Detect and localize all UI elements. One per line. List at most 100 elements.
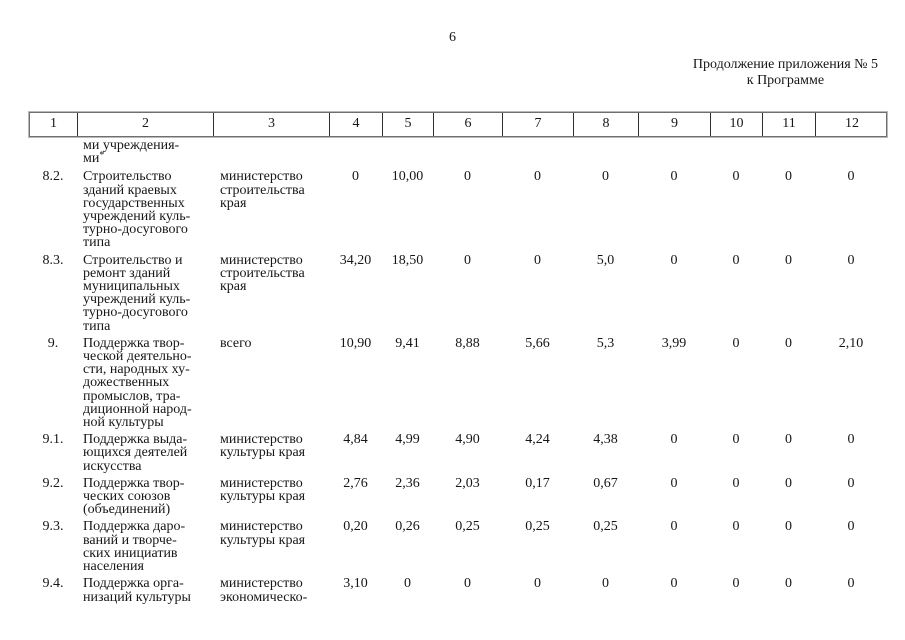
- value-cell: 0: [602, 169, 609, 185]
- activity-name-cell: Поддержка твор- ческой деятельно- сти, н…: [83, 335, 192, 431]
- program-table: 1 2 3 4 5 6 7 8 9 10 11 12 ми учреждения- ми* 8.2. С…: [29, 112, 887, 604]
- value-cell: 0: [464, 576, 471, 592]
- table-row: 9.3. Поддержка даро- ваний и творче- ских…: [29, 519, 887, 575]
- header-cell: 3: [214, 113, 330, 136]
- value-cell: 0: [464, 252, 471, 268]
- header-cell: 2: [78, 113, 214, 136]
- value-cell: 0: [847, 432, 855, 448]
- activity-name-cell: Поддержка орга- низаций культуры: [83, 576, 191, 605]
- value-cell: 0,20: [343, 519, 368, 535]
- value-cell: 9,41: [395, 335, 420, 351]
- value-cell: 0: [785, 169, 792, 185]
- value-cell: 0: [785, 252, 792, 268]
- continuation-text: ми учреждения- ми: [83, 138, 180, 167]
- value-cell: 0: [534, 252, 541, 268]
- header-cell: 4: [330, 113, 383, 136]
- activity-name-cell: Поддержка твор- ческих союзов (объединен…: [83, 475, 185, 518]
- header-cell: 9: [639, 113, 711, 136]
- value-cell: 4,24: [525, 432, 550, 448]
- value-cell: 0: [847, 576, 855, 592]
- row-number-cell: 9.2.: [42, 475, 64, 491]
- header-cell: 7: [503, 113, 574, 136]
- table-header-row: 1 2 3 4 5 6 7 8 9 10 11 12: [29, 112, 887, 137]
- executor-cell: министерство культуры края: [220, 519, 306, 548]
- activity-name-cell: Поддержка даро- ваний и творче- ских ини…: [83, 519, 186, 575]
- activity-name-cell: Поддержка выда- ющихся деятелей искусств…: [83, 432, 188, 474]
- value-cell: 0,25: [593, 519, 618, 535]
- table-row: 9.1. Поддержка выда- ющихся деятелей иску…: [29, 433, 887, 473]
- activity-name-cell: Строительство зданий краевых государстве…: [83, 169, 191, 251]
- value-cell: 0: [732, 169, 740, 185]
- value-cell: 2,10: [838, 335, 864, 351]
- table-body: 8.2. Строительство зданий краевых государ…: [29, 169, 887, 605]
- row-number-cell: 8.3.: [42, 252, 64, 268]
- executor-cell: министерство культуры края: [220, 432, 306, 461]
- page-number: 6: [449, 30, 456, 45]
- executor-cell: министерство экономическо-: [220, 576, 308, 605]
- value-cell: 0,26: [395, 519, 420, 535]
- value-cell: 0: [785, 432, 792, 448]
- row-number-cell: 9.4.: [42, 576, 64, 592]
- table-row: 9.2. Поддержка твор- ческих союзов (объед…: [29, 475, 887, 518]
- value-cell: 0: [534, 576, 541, 592]
- table-row: 9.4. Поддержка орга- низаций культуры мини…: [29, 576, 887, 605]
- value-cell: 0: [732, 475, 740, 491]
- header-cell: 5: [383, 113, 434, 136]
- value-cell: 0: [670, 169, 678, 185]
- table-row: 9. Поддержка твор- ческой деятельно- сти,…: [29, 335, 887, 431]
- value-cell: 0: [847, 519, 855, 535]
- value-cell: 0: [785, 519, 792, 535]
- value-cell: 2,03: [455, 475, 480, 491]
- value-cell: 10,00: [391, 169, 424, 185]
- executor-cell: министерство культуры края: [220, 475, 306, 505]
- value-cell: 4,38: [593, 432, 618, 448]
- row-number-cell: 9.1.: [42, 432, 64, 448]
- header-cell: 12: [845, 116, 859, 131]
- value-cell: 2,36: [395, 475, 420, 491]
- value-cell: 2,76: [343, 475, 368, 491]
- value-cell: 0: [352, 169, 359, 185]
- value-cell: 3,99: [661, 335, 687, 351]
- appendix-note-line1: Продолжение приложения № 5: [692, 57, 878, 72]
- header-cell: 1: [30, 113, 78, 136]
- value-cell: 0: [602, 576, 609, 592]
- table-row: 8.2. Строительство зданий краевых государ…: [29, 169, 887, 251]
- executor-cell: министерство строительства края: [220, 169, 305, 211]
- row-number-cell: [29, 139, 77, 166]
- activity-name-cell: Строительство и ремонт зданий муниципаль…: [83, 252, 191, 334]
- header-cell: 11: [763, 113, 816, 136]
- value-cell: 0: [670, 576, 678, 592]
- value-cell: 0: [847, 252, 855, 268]
- value-cell: 0,17: [525, 475, 550, 491]
- row-number-cell: 9.3.: [42, 519, 64, 535]
- value-cell: 0: [732, 576, 740, 592]
- appendix-note: Продолжение приложения № 5 к Программе: [693, 57, 878, 89]
- value-cell: 0: [785, 475, 792, 491]
- executor-cell: министерство строительства края: [220, 252, 305, 295]
- activity-name-cell: ми учреждения- ми*: [77, 138, 213, 167]
- value-cell: 0: [732, 252, 740, 268]
- appendix-note-line2: к Программе: [746, 73, 825, 88]
- table-row: 8.3. Строительство и ремонт зданий муници…: [29, 252, 887, 334]
- value-cell: 5,66: [525, 335, 550, 351]
- value-cell: 0: [732, 335, 740, 351]
- value-cell: 4,84: [343, 432, 368, 448]
- value-cell: 0: [847, 169, 855, 185]
- value-cell: 0: [847, 475, 855, 491]
- row-number-cell: 9.: [47, 335, 59, 351]
- value-cell: 0: [732, 432, 740, 448]
- value-cell: 0: [785, 576, 792, 592]
- value-cell: 0: [670, 252, 678, 268]
- value-cell: 4,99: [395, 432, 420, 448]
- value-cell: 4,90: [455, 432, 480, 448]
- value-cell: 34,20: [339, 252, 372, 268]
- value-cell: 0: [404, 576, 411, 592]
- value-cell: 0: [670, 475, 678, 491]
- header-cell: 8: [574, 113, 639, 136]
- value-cell: 5,0: [596, 252, 615, 268]
- header-cell: 6: [434, 113, 503, 136]
- value-cell: 18,50: [391, 252, 424, 268]
- value-cell: 0: [670, 432, 678, 448]
- table-row-continuation: ми учреждения- ми*: [29, 138, 887, 167]
- value-cell: 0,25: [455, 519, 480, 535]
